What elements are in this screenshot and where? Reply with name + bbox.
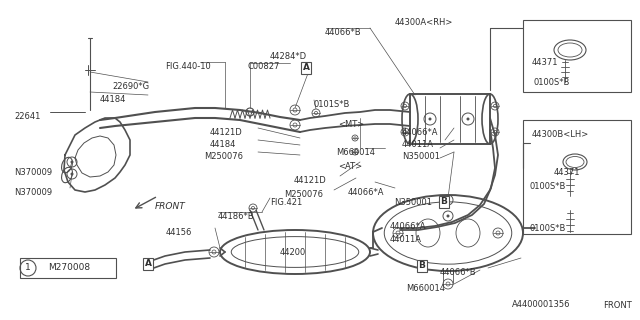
Text: 44066*A: 44066*A (348, 188, 385, 197)
Text: 22641: 22641 (14, 112, 40, 121)
Text: C00827: C00827 (248, 62, 280, 71)
Text: 44066*A: 44066*A (390, 222, 426, 231)
Bar (523, 120, 631, 234)
Text: 44011A: 44011A (390, 235, 422, 244)
Text: M660014: M660014 (406, 284, 445, 293)
Text: 44371: 44371 (554, 168, 580, 177)
Text: M660014: M660014 (336, 148, 375, 157)
Text: 44121D: 44121D (294, 176, 327, 185)
Text: 44200: 44200 (280, 248, 307, 257)
Text: 44371: 44371 (532, 58, 559, 67)
Bar (523, 20, 631, 92)
Text: N350001: N350001 (394, 198, 432, 207)
Text: A: A (145, 260, 152, 268)
Text: 44186*B: 44186*B (218, 212, 255, 221)
Text: B: B (419, 261, 426, 270)
Circle shape (70, 161, 74, 164)
Circle shape (467, 117, 470, 121)
Text: 22690*G: 22690*G (112, 82, 149, 91)
Text: 44184: 44184 (210, 140, 236, 149)
Text: FRONT: FRONT (604, 301, 632, 310)
Text: A: A (303, 63, 310, 73)
Text: FRONT: FRONT (155, 202, 186, 211)
Text: <AT>: <AT> (338, 162, 362, 171)
Text: B: B (440, 197, 447, 206)
Text: FIG.440-10: FIG.440-10 (165, 62, 211, 71)
Bar (20, 258, 116, 278)
Text: N370009: N370009 (14, 168, 52, 177)
Text: N350001: N350001 (402, 152, 440, 161)
Text: 0100S*B: 0100S*B (534, 78, 570, 87)
Text: 44066*B: 44066*B (325, 28, 362, 37)
Text: M250076: M250076 (204, 152, 243, 161)
Text: 44184: 44184 (100, 95, 126, 104)
Text: N370009: N370009 (14, 188, 52, 197)
Circle shape (429, 117, 431, 121)
Circle shape (70, 172, 74, 175)
Text: 44066*B: 44066*B (440, 268, 477, 277)
Text: M270008: M270008 (48, 263, 90, 273)
Text: 0101S*B: 0101S*B (314, 100, 350, 109)
Text: 0100S*B: 0100S*B (530, 182, 566, 191)
Text: M250076: M250076 (284, 190, 323, 199)
Text: A4400001356: A4400001356 (512, 300, 570, 309)
Text: 44121D: 44121D (210, 128, 243, 137)
Text: 44066*A: 44066*A (402, 128, 438, 137)
Text: 44156: 44156 (166, 228, 193, 237)
Text: <MT>: <MT> (338, 120, 364, 129)
Circle shape (447, 214, 449, 218)
Text: 44300B<LH>: 44300B<LH> (532, 130, 589, 139)
Text: 0100S*B: 0100S*B (530, 224, 566, 233)
Bar (410, 94, 490, 144)
Text: 44300A<RH>: 44300A<RH> (395, 18, 453, 27)
Text: FIG.421: FIG.421 (270, 198, 302, 207)
Text: 44011A: 44011A (402, 140, 434, 149)
Text: 1: 1 (25, 263, 31, 273)
Text: 44284*D: 44284*D (270, 52, 307, 61)
Circle shape (447, 198, 449, 202)
